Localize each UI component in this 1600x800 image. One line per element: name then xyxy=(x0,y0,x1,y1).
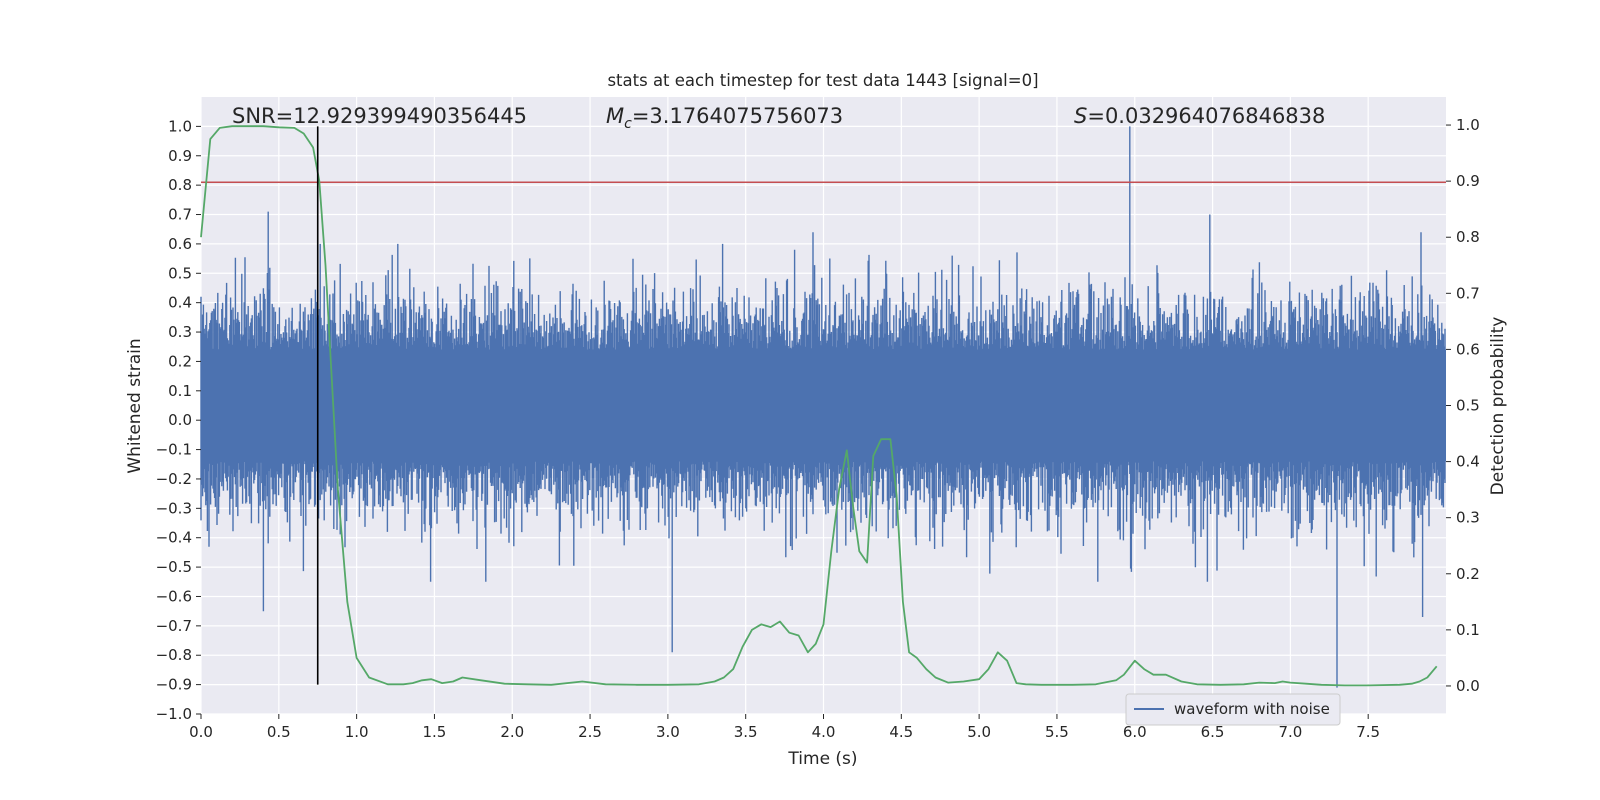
y-left-tick-label: −0.2 xyxy=(156,470,192,488)
y-left-tick-label: 0.1 xyxy=(168,382,192,400)
chirp-mass-symbol: M xyxy=(606,104,624,128)
y-left-tick-label: −0.5 xyxy=(156,558,192,576)
y-left-tick-label: −0.6 xyxy=(156,587,192,605)
y-left-tick-label: 0.8 xyxy=(168,176,192,194)
waveform-series xyxy=(200,126,1446,688)
x-tick-label: 1.0 xyxy=(345,723,369,741)
y-left-tick-label: 0.4 xyxy=(168,294,192,312)
y-left-tick-label: 0.9 xyxy=(168,147,192,165)
chirp-mass-value: =3.1764075756073 xyxy=(632,104,843,128)
y-left-axis-label: Whitened strain xyxy=(125,338,145,473)
y-left-tick-label: 0.3 xyxy=(168,323,192,341)
y-right-tick-label: 0.0 xyxy=(1456,677,1480,695)
y-right-tick-label: 0.3 xyxy=(1456,509,1480,527)
x-tick-label: 1.5 xyxy=(423,723,447,741)
x-tick-label: 4.0 xyxy=(812,723,836,741)
x-tick-label: 3.5 xyxy=(734,723,758,741)
snr-annotation: SNR=12.929399490356445 xyxy=(232,104,527,128)
y-right-tick-label: 0.9 xyxy=(1456,172,1480,190)
y-left-tick-label: −0.1 xyxy=(156,441,192,459)
y-left-tick-label: 0.7 xyxy=(168,206,192,224)
y-right-tick-label: 1.0 xyxy=(1456,116,1480,134)
x-tick-label: 6.5 xyxy=(1201,723,1225,741)
x-tick-label: 4.5 xyxy=(889,723,913,741)
x-tick-label: 2.0 xyxy=(500,723,524,741)
chirp-mass-subscript: c xyxy=(624,116,632,132)
y-right-tick-label: 0.7 xyxy=(1456,284,1480,302)
x-tick-label: 7.0 xyxy=(1278,723,1302,741)
s-value: =0.032964076846838 xyxy=(1087,104,1325,128)
y-left-tick-label: 0.0 xyxy=(168,411,192,429)
x-tick-label: 5.5 xyxy=(1045,723,1069,741)
y-left-tick-label: 1.0 xyxy=(168,117,192,135)
y-left-tick-label: −0.7 xyxy=(156,617,192,635)
y-right-tick-label: 0.6 xyxy=(1456,340,1480,358)
y-right-ticks: 1.0 0.9 0.8 0.7 0.6 0.5 0.4 0.3 0.2 0.1 0.0 xyxy=(1446,116,1480,695)
y-left-tick-label: −0.4 xyxy=(156,529,192,547)
y-right-tick-label: 0.4 xyxy=(1456,453,1480,471)
chirp-mass-annotation: Mc=3.1764075756073 xyxy=(606,104,843,132)
s-annotation: S=0.032964076846838 xyxy=(1074,104,1325,128)
x-axis-label: Time (s) xyxy=(787,749,857,769)
y-right-tick-label: 0.8 xyxy=(1456,228,1480,246)
x-tick-label: 7.5 xyxy=(1356,723,1380,741)
legend-label: waveform with noise xyxy=(1174,700,1330,718)
legend: waveform with noise xyxy=(1125,693,1341,726)
y-right-tick-label: 0.2 xyxy=(1456,565,1480,583)
y-left-tick-label: −0.8 xyxy=(156,646,192,664)
x-tick-label: 6.0 xyxy=(1123,723,1147,741)
x-ticks: 0.0 0.5 1.0 1.5 2.0 2.5 3.0 3.5 4.0 4.5 5.0 5.5 6.0 6… xyxy=(189,714,1380,741)
x-tick-label: 3.0 xyxy=(656,723,680,741)
probability-curve xyxy=(200,125,1438,687)
y-right-tick-label: 0.1 xyxy=(1456,621,1480,639)
x-tick-label: 0.0 xyxy=(189,723,213,741)
x-tick-label: 5.0 xyxy=(967,723,991,741)
y-left-tick-label: 0.5 xyxy=(168,264,192,282)
probability-series xyxy=(200,125,1438,687)
x-tick-label: 0.5 xyxy=(267,723,291,741)
y-left-ticks: 1.0 0.9 0.8 0.7 0.6 0.5 0.4 0.3 0.2 0.1 0.0 −0.1 −0.… xyxy=(156,117,201,723)
s-symbol: S xyxy=(1074,104,1087,128)
y-right-tick-label: 0.5 xyxy=(1456,397,1480,415)
y-left-tick-label: 0.6 xyxy=(168,235,192,253)
waveform-core-band xyxy=(201,349,1446,462)
x-tick-label: 2.5 xyxy=(578,723,602,741)
y-left-tick-label: −0.3 xyxy=(156,499,192,517)
y-left-tick-label: −0.9 xyxy=(156,676,192,694)
y-left-tick-label: 0.2 xyxy=(168,352,192,370)
y-right-axis-label: Detection probability xyxy=(1488,317,1508,496)
legend-box xyxy=(1125,693,1341,726)
chart-title: stats at each timestep for test data 144… xyxy=(607,71,1038,90)
y-left-tick-label: −1.0 xyxy=(156,705,192,723)
